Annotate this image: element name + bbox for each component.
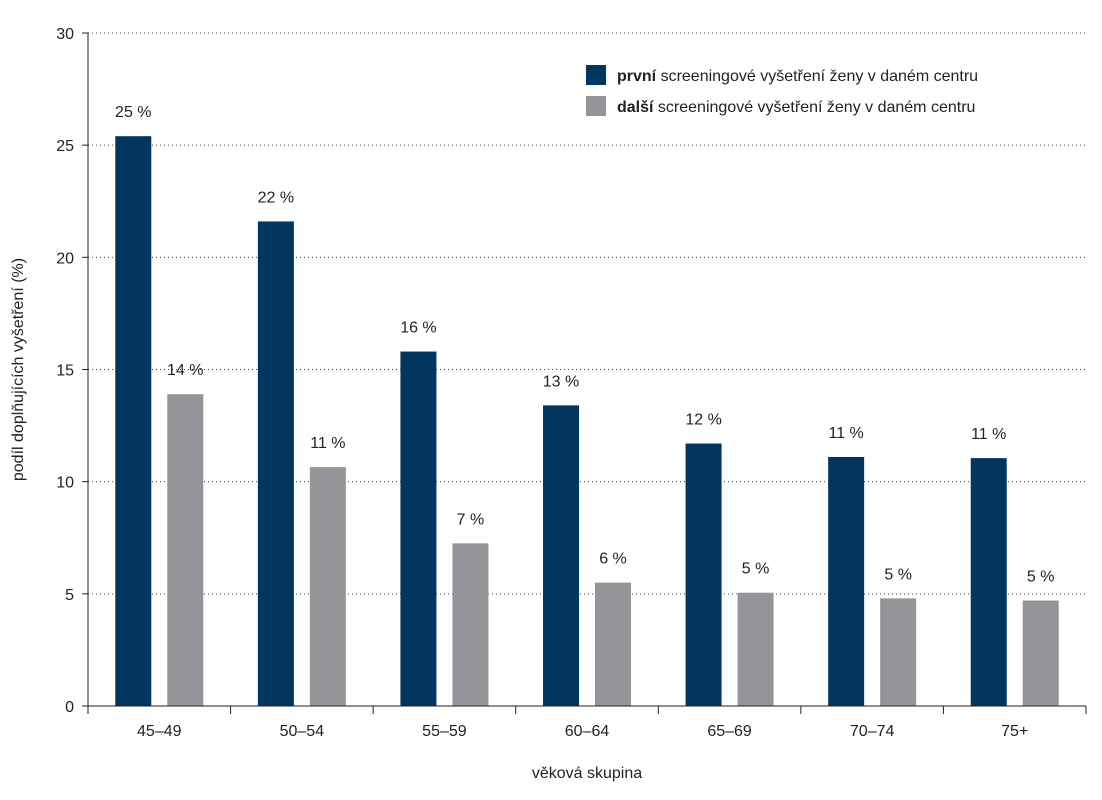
y-tick-label: 5 [65, 587, 74, 604]
y-tick-labels: 0 5 10 15 20 25 30 [56, 26, 88, 716]
x-tick-label: 50–54 [280, 723, 325, 740]
data-label: 5 % [884, 566, 912, 583]
legend-label-rest: screeningové vyšetření ženy v daném cent… [656, 68, 978, 85]
bar [828, 456, 865, 706]
data-label: 5 % [742, 561, 770, 578]
data-label: 11 % [310, 435, 345, 452]
x-tick-label: 60–64 [565, 723, 610, 740]
legend-label-bold: další [617, 99, 654, 116]
x-axis-title: věková skupina [532, 765, 642, 782]
data-label: 14 % [167, 362, 203, 379]
legend-label-bold: první [617, 68, 657, 85]
legend-swatch [586, 65, 606, 85]
bar [737, 592, 774, 706]
bar [880, 598, 917, 706]
x-tick-label: 55–59 [422, 723, 467, 740]
x-tick-label: 70–74 [850, 723, 895, 740]
y-tick-label: 15 [56, 363, 74, 380]
axes [87, 33, 1086, 714]
bar [595, 582, 631, 706]
bar [1022, 600, 1059, 706]
y-tick-label: 20 [56, 250, 74, 267]
bar [452, 543, 489, 706]
y-tick-label: 25 [56, 138, 74, 155]
x-tick-label: 65–69 [707, 723, 752, 740]
data-label: 13 % [543, 373, 579, 390]
y-tick-label: 0 [65, 699, 74, 716]
bar [543, 405, 579, 706]
bar [400, 351, 437, 706]
x-tick-label: 75+ [1001, 723, 1028, 740]
x-tick-labels: 45–49 50–54 55–59 60–64 65–69 70–74 75+ [137, 706, 1087, 740]
x-tick-label: 45–49 [137, 723, 182, 740]
bar [309, 467, 346, 706]
data-label: 11 % [971, 426, 1006, 443]
data-label: 22 % [258, 189, 294, 206]
legend-label: další screeningové vyšetření ženy v dané… [617, 99, 975, 116]
y-tick-label: 30 [56, 26, 74, 43]
data-label: 5 % [1027, 569, 1055, 586]
bar [167, 394, 204, 706]
bar [257, 221, 294, 706]
bars [115, 136, 1059, 706]
bar [970, 458, 1007, 706]
legend: první screeningové vyšetření ženy v dané… [586, 65, 978, 116]
data-label: 12 % [685, 412, 721, 429]
data-label: 11 % [829, 425, 864, 442]
bar [115, 136, 152, 706]
y-tick-label: 10 [56, 475, 74, 492]
data-label: 6 % [599, 551, 627, 568]
data-label: 16 % [400, 320, 436, 337]
legend-label-rest: screeningové vyšetření ženy v daném cent… [653, 99, 975, 116]
data-label: 7 % [457, 511, 485, 528]
data-label: 25 % [115, 104, 151, 121]
legend-swatch [586, 96, 606, 116]
legend-label: první screeningové vyšetření ženy v dané… [617, 68, 978, 85]
data-labels: 25 % 14 % 22 % 11 % 16 % 7 % 13 % 6 % 12 % 5 % 11 … [115, 104, 1054, 585]
bar [685, 443, 722, 706]
y-axis-title: podíl doplňujících vyšetření (%) [10, 258, 27, 481]
gridlines [88, 32, 1086, 595]
